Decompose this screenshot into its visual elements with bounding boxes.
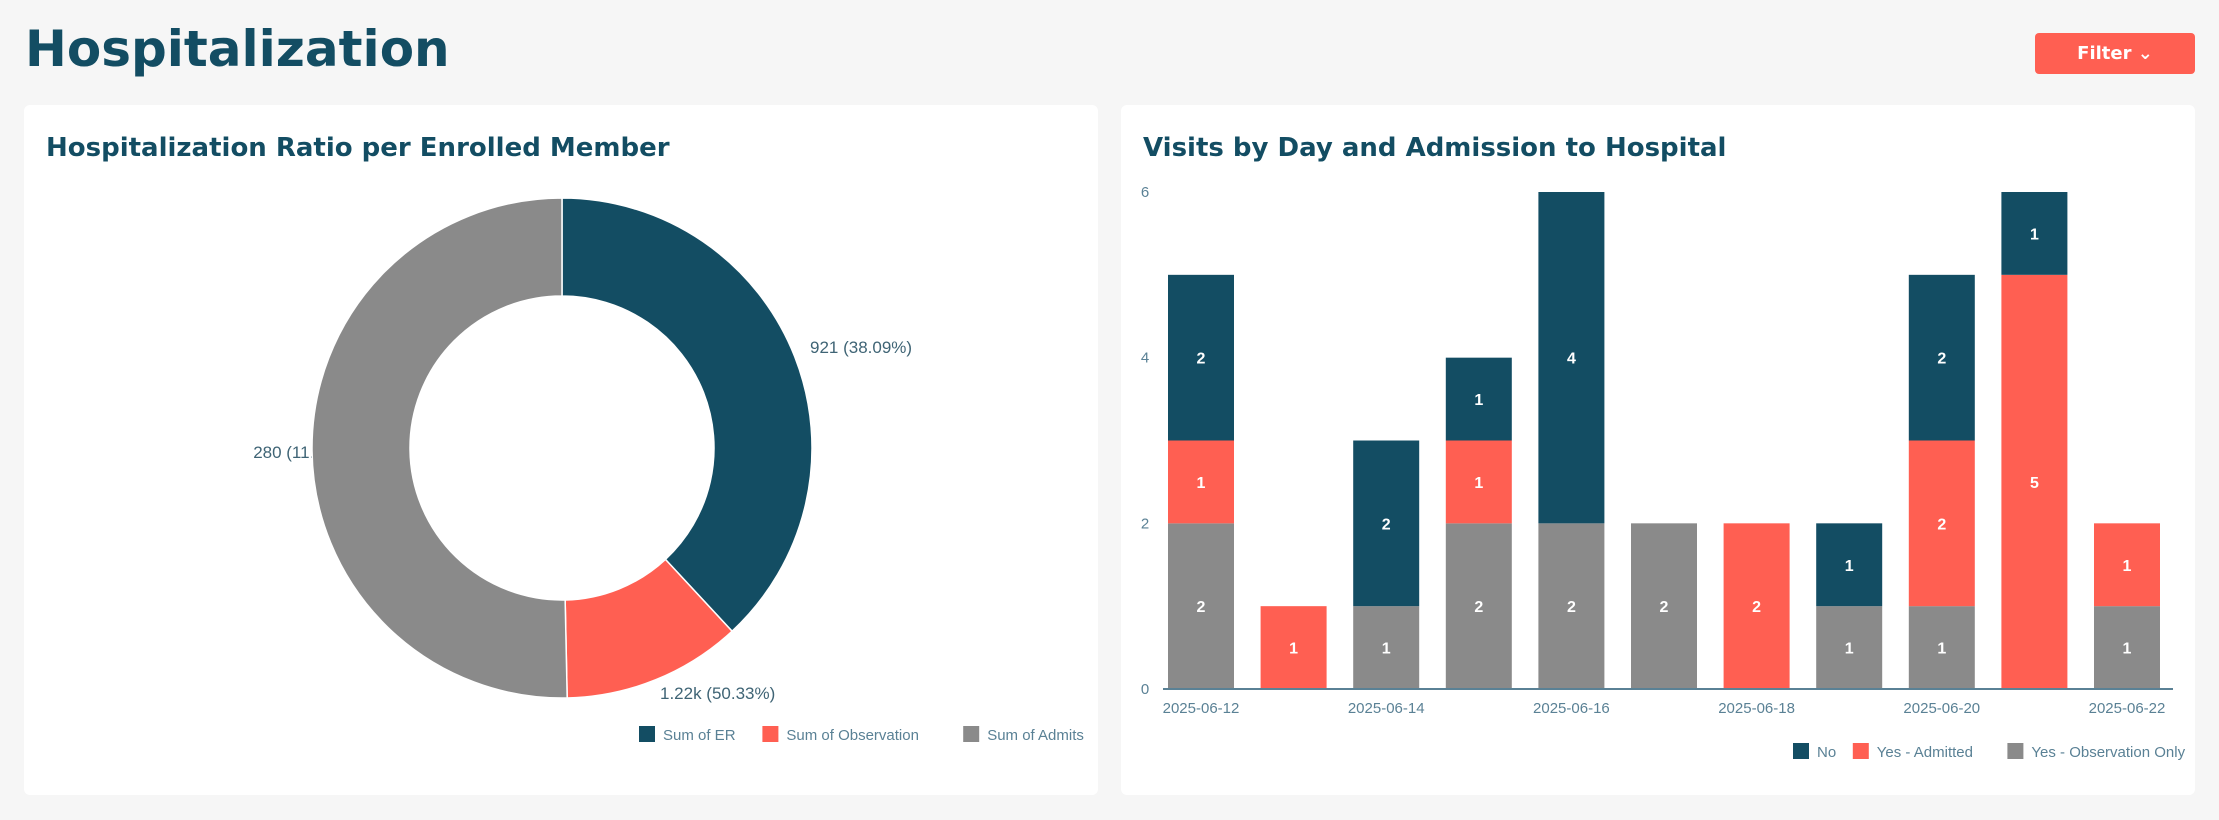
bar-segment bbox=[1908, 606, 1975, 689]
bar-chart: 0 2 4 6 2 1 2 2025-06-12 1 1 2 2025-06-14 2 1 1 2 4 2025-… bbox=[1141, 184, 2186, 761]
x-tick-label: 2025-06-22 bbox=[2089, 700, 2166, 717]
donut-chart-panel: Hospitalization Ratio per Enrolled Membe… bbox=[24, 105, 1098, 795]
bar-value-label: 1 bbox=[1474, 475, 1483, 492]
bar-segment bbox=[1816, 606, 1883, 689]
donut-slice-0 bbox=[561, 197, 813, 633]
slice-label: 921 (38.09%) bbox=[810, 338, 912, 357]
bar-value-label: 2 bbox=[1660, 599, 1669, 616]
bar-value-label: 1 bbox=[2123, 641, 2132, 658]
y-tick-label: 4 bbox=[1141, 350, 1149, 367]
legend-swatch bbox=[963, 726, 980, 742]
bar-segment bbox=[2001, 192, 2068, 275]
bar-value-label: 1 bbox=[2123, 558, 2132, 575]
bar-value-label: 1 bbox=[1845, 558, 1854, 575]
legend-swatch bbox=[1793, 743, 1809, 759]
bar-value-label: 1 bbox=[2030, 226, 2039, 243]
bar-segment bbox=[1908, 440, 1975, 607]
x-tick-label: 2025-06-12 bbox=[1163, 700, 1240, 717]
x-tick-label: 2025-06-14 bbox=[1348, 700, 1425, 717]
bar-value-label: 2 bbox=[1937, 351, 1946, 368]
x-tick-label: 2025-06-20 bbox=[1903, 700, 1980, 717]
bar-segment bbox=[1445, 523, 1512, 689]
bar-segment bbox=[1168, 274, 1234, 441]
bar-value-label: 2 bbox=[1382, 516, 1391, 533]
legend-swatch bbox=[2007, 743, 2024, 759]
bar-chart-panel: Visits by Day and Admission to Hospital … bbox=[1121, 105, 2195, 795]
y-tick-label: 6 bbox=[1141, 184, 1149, 201]
slice-label: 1.22k (50.33%) bbox=[660, 684, 775, 703]
bar-segment bbox=[1168, 440, 1234, 524]
bar-segment bbox=[2094, 523, 2160, 607]
bar-value-label: 1 bbox=[1845, 641, 1854, 658]
legend-label: Yes - Observation Only bbox=[2031, 744, 2185, 761]
bar-value-label: 1 bbox=[1474, 392, 1483, 409]
donut-chart: 921 (38.09%)280 (11.58%)1.22k (50.33%)Su… bbox=[253, 197, 1084, 744]
bar-segment bbox=[1445, 357, 1512, 441]
bar-segment bbox=[2001, 274, 2068, 689]
bar-value-label: 1 bbox=[1937, 641, 1946, 658]
bar-value-label: 2 bbox=[1567, 599, 1576, 616]
bar-value-label: 2 bbox=[1752, 599, 1761, 616]
bar-segment bbox=[1353, 440, 1420, 607]
bar-value-label: 2 bbox=[1197, 351, 1206, 368]
bar-segment bbox=[1631, 523, 1697, 689]
donut-chart-title: Hospitalization Ratio per Enrolled Membe… bbox=[46, 133, 670, 163]
legend-label: Sum of Observation bbox=[786, 727, 919, 744]
legend-label: No bbox=[1817, 744, 1836, 761]
y-tick-label: 0 bbox=[1141, 681, 1149, 698]
bar-segment bbox=[1353, 606, 1420, 689]
x-tick-label: 2025-06-16 bbox=[1533, 700, 1610, 717]
bar-segment bbox=[1260, 606, 1327, 689]
legend-label: Yes - Admitted bbox=[1877, 744, 1973, 761]
bar-segment bbox=[1723, 523, 1790, 689]
bar-value-label: 1 bbox=[1382, 641, 1391, 658]
bar-segment bbox=[1816, 523, 1883, 607]
bar-value-label: 1 bbox=[1197, 475, 1206, 492]
bar-segment bbox=[2094, 606, 2160, 689]
bar-value-label: 2 bbox=[1197, 599, 1206, 616]
bar-segment bbox=[1168, 523, 1234, 689]
bar-value-label: 2 bbox=[1474, 599, 1483, 616]
bar-segment bbox=[1538, 192, 1605, 524]
bar-chart-title: Visits by Day and Admission to Hospital bbox=[1143, 133, 1727, 163]
bar-value-label: 5 bbox=[2030, 475, 2039, 492]
y-tick-label: 2 bbox=[1141, 515, 1149, 532]
bar-value-label: 4 bbox=[1567, 351, 1576, 368]
filter-button[interactable]: Filter ⌄ bbox=[2035, 33, 2195, 74]
x-tick-label: 2025-06-18 bbox=[1718, 700, 1795, 717]
bar-value-label: 1 bbox=[1289, 641, 1298, 658]
legend-label: Sum of ER bbox=[663, 727, 736, 744]
page-title: Hospitalization bbox=[25, 20, 450, 78]
bar-segment bbox=[1445, 440, 1512, 524]
bar-segment bbox=[1538, 523, 1605, 689]
legend-swatch bbox=[762, 726, 779, 742]
donut-slice-2 bbox=[311, 197, 568, 699]
bar-value-label: 2 bbox=[1937, 516, 1946, 533]
bar-segment bbox=[1908, 274, 1975, 441]
legend-label: Sum of Admits bbox=[987, 727, 1084, 744]
legend-swatch bbox=[639, 726, 655, 742]
legend-swatch bbox=[1852, 743, 1869, 759]
